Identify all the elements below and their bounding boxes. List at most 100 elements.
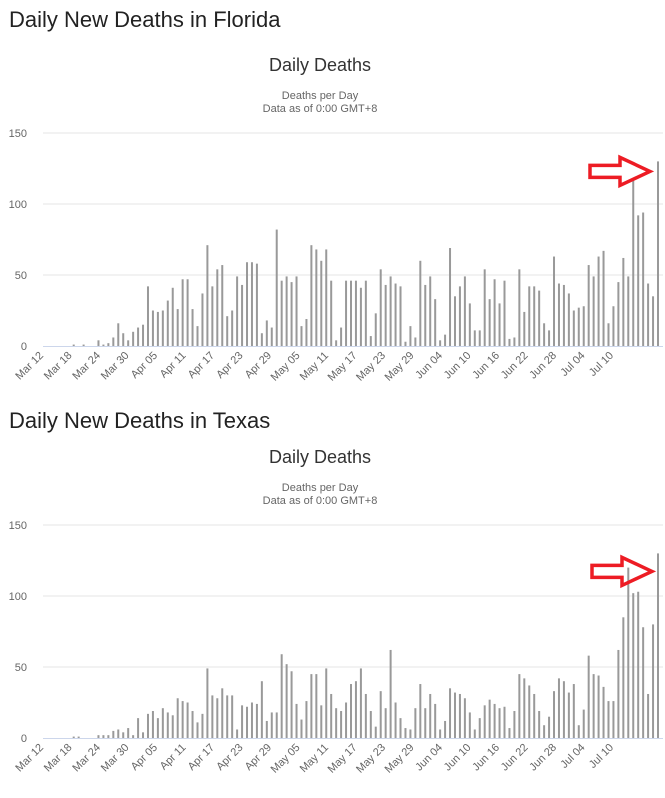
bar [211,695,214,738]
bar [607,701,610,738]
x-tick-label: Jun 16 [470,350,502,382]
bar [320,260,323,346]
bar [280,654,283,738]
bar [374,726,377,738]
red-arrow-icon [590,554,657,589]
bar [493,703,496,738]
x-tick-label: Jun 10 [442,350,474,382]
florida-heading: Daily New Deaths in Florida [9,7,281,32]
x-tick-label: Mar 18 [42,742,75,775]
x-tick-label: Jun 04 [413,742,445,774]
bar [310,674,313,738]
bar [364,693,367,738]
bar [587,265,590,346]
x-tick-label: May 29 [383,742,417,776]
x-tick-label: Apr 11 [158,350,189,381]
bar [538,711,541,738]
bar [647,693,650,738]
bar [369,336,372,346]
bar [226,316,229,346]
bar [453,692,456,738]
x-tick-label: Apr 05 [129,742,160,773]
bar [463,698,466,738]
bar [345,702,348,738]
x-tick-label: Jul 04 [558,350,587,379]
bar [513,711,516,738]
bar [102,735,105,738]
y-tick-label: 0 [21,341,27,353]
bar [622,617,625,738]
bar [315,249,318,346]
x-tick-label: May 17 [326,350,360,384]
bar [246,262,249,346]
bar [379,269,382,346]
bar [166,712,169,738]
y-tick-label: 150 [9,520,27,532]
bar [597,675,600,738]
bar [399,286,402,346]
bar [137,718,140,738]
bar [379,691,382,738]
bar [107,735,110,738]
bar [216,269,219,346]
y-tick-label: 50 [15,270,27,282]
bar [567,692,570,738]
bar [305,701,308,738]
bar [325,668,328,738]
bar [478,330,481,346]
bar [216,698,219,738]
bar [132,735,135,738]
bar [191,309,194,346]
bar [226,695,229,738]
bar [156,311,159,346]
y-tick-label: 0 [21,733,27,745]
y-tick-label: 100 [9,591,27,603]
bar [409,326,412,346]
bar [414,337,417,346]
bar [572,310,575,346]
bar [241,705,244,738]
bar [384,284,387,346]
bar [250,702,253,738]
bar [518,674,521,738]
bar [206,668,209,738]
bar [201,713,204,738]
y-tick-label: 100 [9,199,27,211]
bar [250,262,253,346]
bar [280,280,283,346]
bar [503,706,506,738]
bar [478,718,481,738]
bar [335,340,338,346]
bar [102,344,105,346]
bar [265,320,268,346]
bar [548,330,551,346]
x-tick-label: Jun 28 [527,350,559,382]
bar [518,269,521,346]
bar [622,257,625,346]
bar [270,327,273,346]
x-tick-label: Jun 16 [470,742,502,774]
bar [389,276,392,346]
bar [488,299,491,346]
bar [557,678,560,738]
bar [468,303,471,346]
chart-title: Daily Deaths [269,447,371,467]
x-tick-label: Apr 17 [186,742,217,773]
bar [340,711,343,738]
bar [493,279,496,346]
x-tick-label: Jun 04 [413,350,445,382]
bar [449,688,452,738]
y-tick-label: 150 [9,128,27,140]
bar [142,324,145,346]
x-tick-label: May 05 [269,350,303,384]
bar [290,282,293,346]
bar [176,309,179,346]
bar [359,287,362,346]
bar [543,323,546,346]
bar [642,627,645,738]
bar [434,703,437,738]
bar [201,293,204,346]
bar [211,286,214,346]
